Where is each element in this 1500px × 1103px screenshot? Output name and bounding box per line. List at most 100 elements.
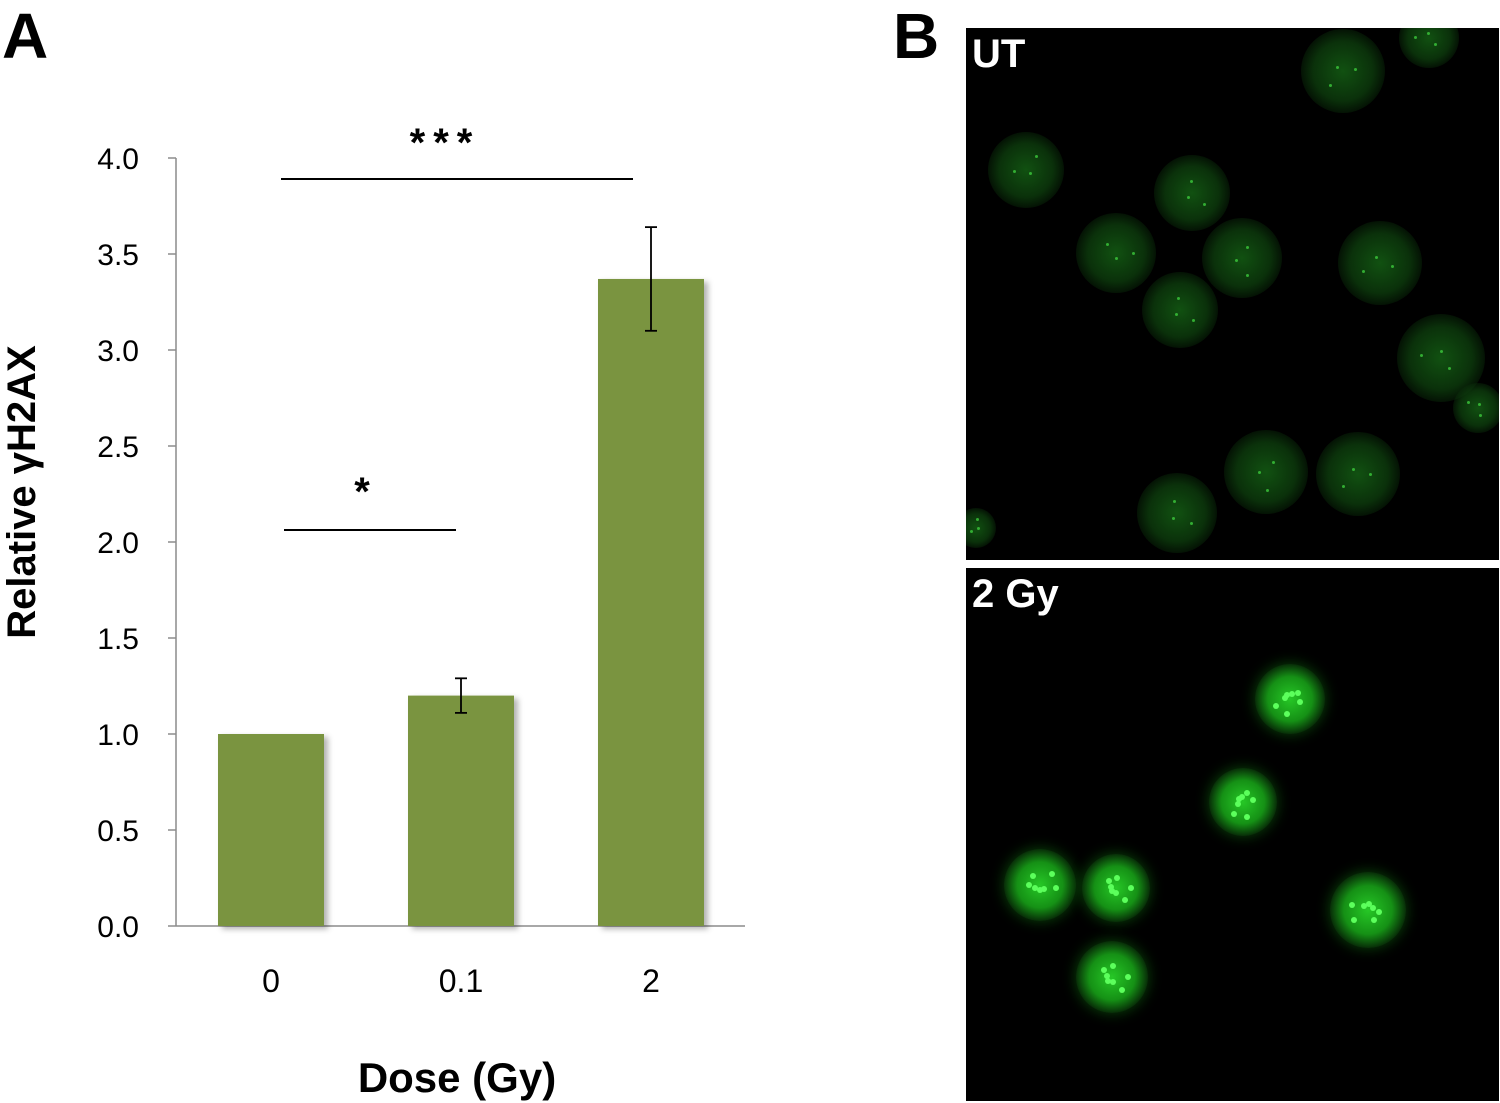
focus-spot (1281, 695, 1288, 702)
focus-spot (1366, 901, 1373, 908)
focus-spot (1369, 472, 1373, 476)
cell-nucleus (1330, 872, 1406, 948)
focus-spot (1239, 793, 1246, 800)
focus-spot (1235, 796, 1242, 803)
focus-spot (1297, 698, 1304, 705)
focus-spot (1478, 413, 1482, 417)
focus-spot (1105, 977, 1112, 984)
focus-spot (1040, 885, 1047, 892)
focus-spot (1172, 516, 1176, 520)
focus-spot (1265, 489, 1269, 493)
x-tick-label: 0 (262, 963, 280, 999)
cell-nucleus (1453, 383, 1499, 433)
focus-spot (1284, 711, 1291, 718)
focus-spot (1342, 484, 1346, 488)
focus-spot (1202, 203, 1206, 207)
cell-nucleus (1224, 430, 1308, 514)
focus-spot (1361, 270, 1365, 274)
cell-nucleus (1255, 664, 1325, 734)
focus-spot (1109, 963, 1116, 970)
significance-label: * (354, 470, 378, 514)
focus-spot (1376, 908, 1383, 915)
focus-spot (1361, 902, 1368, 909)
focus-spot (1189, 180, 1193, 184)
y-tick-label: 1.5 (97, 623, 139, 656)
bar-chart: 0.00.51.01.52.02.53.03.54.00 0.1 2****Dose… (0, 121, 745, 1101)
cell-nucleus (988, 132, 1064, 208)
focus-spot (1186, 195, 1190, 199)
focus-spot (1032, 884, 1039, 891)
significance-label: *** (410, 121, 481, 165)
focus-spot (1013, 170, 1017, 174)
cell-nucleus (1338, 221, 1422, 305)
bar-0.1 (408, 695, 514, 926)
focus-spot (1258, 471, 1262, 475)
focus-spot (1434, 42, 1438, 46)
focus-spot (1113, 890, 1120, 897)
focus-spot (1329, 83, 1333, 87)
y-tick-label: 3.5 (97, 239, 139, 272)
micrograph-2gy: 2 Gy (966, 568, 1499, 1101)
focus-spot (1105, 243, 1109, 247)
y-tick-label: 3.0 (97, 335, 139, 368)
x-tick-label: 0.1 (439, 963, 483, 999)
cell-nucleus (1076, 213, 1156, 293)
focus-spot (1234, 258, 1238, 262)
focus-spot (1414, 36, 1417, 40)
focus-spot (1132, 251, 1136, 255)
x-tick-label: 2 (642, 963, 660, 999)
micrograph-label-2gy: 2 Gy (972, 572, 1059, 616)
focus-spot (1272, 460, 1276, 464)
focus-spot (1107, 884, 1114, 891)
focus-spot (1439, 349, 1443, 353)
focus-spot (1390, 264, 1394, 268)
focus-spot (1350, 916, 1357, 923)
focus-spot (1026, 882, 1033, 889)
focus-spot (1173, 499, 1177, 503)
cell-nucleus (1137, 473, 1217, 553)
focus-spot (977, 526, 981, 530)
focus-spot (1035, 155, 1039, 159)
focus-spot (1284, 691, 1291, 698)
plot-area: 0.00.51.01.52.02.53.03.54.00 0.1 2****Dose… (0, 121, 745, 1101)
focus-spot (1427, 32, 1431, 35)
focus-spot (1288, 691, 1295, 698)
y-tick-label: 2.0 (97, 527, 139, 560)
cell-nucleus (1154, 155, 1230, 231)
focus-spot (1114, 874, 1121, 881)
focus-spot (1109, 979, 1116, 986)
focus-spot (1348, 901, 1355, 908)
focus-spot (1352, 468, 1355, 472)
focus-spot (976, 517, 980, 521)
focus-spot (1336, 65, 1340, 69)
focus-spot (1122, 897, 1129, 904)
focus-spot (1190, 522, 1194, 526)
cell-nucleus (1004, 849, 1076, 921)
focus-spot (1419, 354, 1423, 358)
cell-nucleus (1076, 941, 1148, 1013)
focus-spot (1244, 813, 1251, 820)
focus-spot (1235, 800, 1242, 807)
focus-spot (1048, 871, 1055, 877)
focus-spot (1370, 904, 1377, 911)
y-tick-label: 0.0 (97, 911, 139, 944)
focus-spot (1370, 916, 1377, 923)
micrograph-untreated: UT (966, 28, 1499, 560)
focus-spot (1176, 297, 1180, 301)
cell-nucleus (1316, 432, 1400, 516)
focus-spot (1295, 689, 1302, 696)
focus-spot (1119, 986, 1126, 993)
focus-spot (1052, 884, 1059, 891)
focus-spot (1231, 811, 1237, 818)
focus-spot (1114, 257, 1118, 261)
focus-spot (1375, 256, 1379, 260)
focus-spot (1448, 366, 1452, 370)
focus-spot (1354, 68, 1358, 72)
focus-spot (1100, 966, 1107, 973)
bar-2 (598, 278, 704, 927)
focus-spot (1125, 973, 1132, 980)
focus-spot (1466, 401, 1470, 405)
focus-spot (1272, 703, 1279, 710)
micrograph-label-ut: UT (972, 32, 1026, 76)
focus-spot (1105, 877, 1112, 884)
